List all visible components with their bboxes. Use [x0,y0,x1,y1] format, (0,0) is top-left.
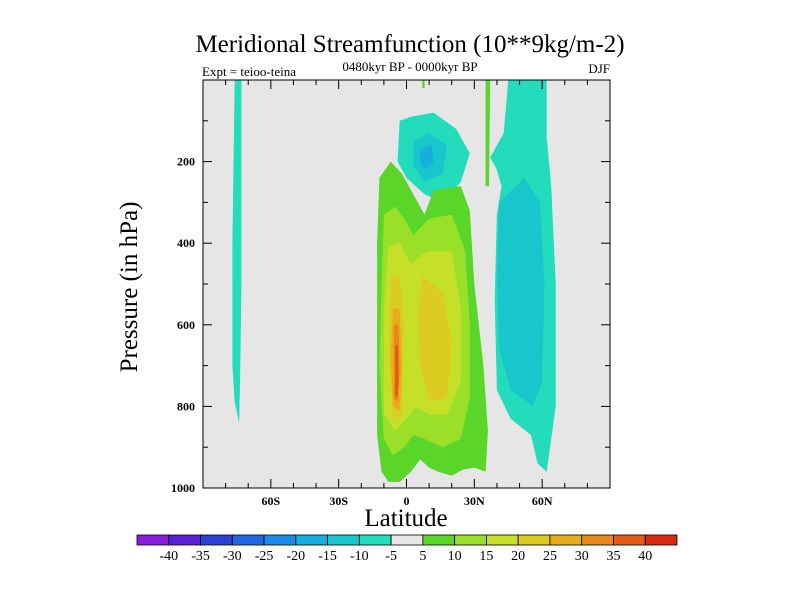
x-axis-ticks: 60S 30S 0 30N 60N [225,80,588,508]
colorbar-label: -25 [255,549,274,564]
x-tick-label: 30N [464,494,485,508]
x-axis-label: Latitude [364,505,447,532]
season-label: DJF [588,61,610,76]
y-tick-label: 1000 [171,481,195,495]
colorbar-swatch [390,534,424,546]
colorbar-swatch [486,534,519,546]
y-tick-label: 600 [177,318,195,332]
colorbar-label: -20 [286,549,305,564]
experiment-label: Expt = teioo-teina [202,64,296,79]
y-tick-label: 200 [177,155,195,169]
y-axis-ticks: 200 400 600 800 1000 [171,120,610,495]
colorbar-swatch [295,534,328,546]
colorbar-label: 30 [575,549,589,564]
colorbar-swatch [644,534,678,546]
colorbar-label: 10 [448,549,462,564]
y-axis-label: Pressure (in hPa) [116,202,143,373]
x-tick-label: 0 [404,494,410,508]
colorbar-label: 20 [511,549,525,564]
contour-region-sh-high-lat-cell [232,80,242,423]
contour-region-nh-side-l20 [417,275,452,403]
colorbar: -40 -35 -30 -25 -20 -15 -10 -5 5 10 15 20 25 30 35 40 [136,534,678,564]
colorbar-label: -15 [318,549,337,564]
colorbar-label: 35 [606,549,620,564]
colorbar-label: 15 [479,549,493,564]
colorbar-label: -30 [223,549,242,564]
colorbar-swatch [200,534,233,546]
colorbar-swatch [613,534,646,546]
colorbar-swatch [454,534,487,546]
colorbar-label: 5 [419,549,426,564]
colorbar-label: 40 [638,549,652,564]
colorbar-swatch [358,534,392,546]
colorbar-swatch [168,534,201,546]
colorbar-label: -40 [159,549,178,564]
y-tick-label: 400 [177,236,195,250]
contour-region-upper-tropo-neg-cell-core [420,145,434,170]
colorbar-swatch [327,534,360,546]
colorbar-label: 25 [543,549,557,564]
colorbar-swatch [517,534,551,546]
contour-region-core-l35 [395,345,399,399]
colorbar-swatch [549,534,583,546]
plot-area: 200 400 600 800 1000 60S 30S 0 30N 60N [171,79,611,508]
y-tick-label: 800 [177,399,195,413]
colorbar-swatch [263,534,297,546]
contour-region-nh-midlat-neg-cell-inner [496,177,545,407]
colorbar-swatch [581,534,614,546]
chart-subtitle: 0480kyr BP - 0000kyr BP [342,59,477,74]
colorbar-swatch [231,534,265,546]
x-tick-label: 60S [261,494,280,508]
colorbar-label: -35 [191,549,210,564]
contour-layer [232,80,556,482]
chart-title: Meridional Streamfunction (10**9kg/m-2) [195,31,624,58]
colorbar-label: -5 [385,549,397,564]
x-tick-label: 30S [329,494,348,508]
colorbar-swatch [422,534,456,546]
contour-region-pos-sliver-high [485,80,491,187]
colorbar-swatch [136,534,170,546]
contour-region-pos-sliver-top [422,80,425,89]
colorbar-label: -10 [350,549,369,564]
x-tick-label: 60N [532,494,553,508]
